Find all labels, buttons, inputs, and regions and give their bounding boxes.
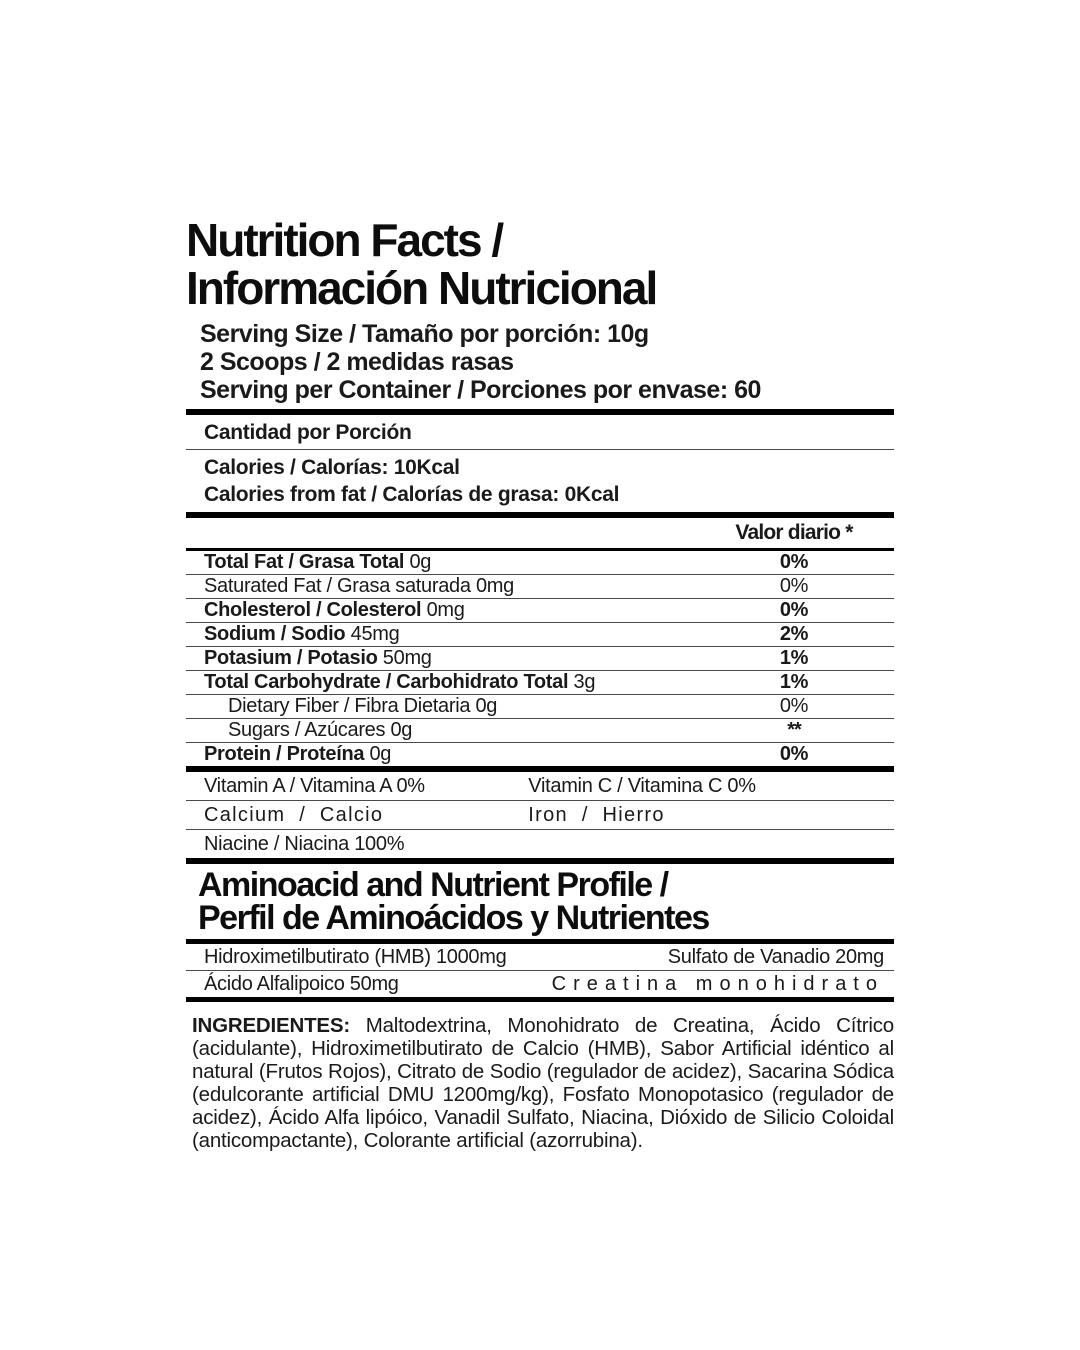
vitamin-c: Vitamin C / Vitamina C 0% — [528, 775, 756, 797]
nutrient-amount: 3g — [573, 671, 596, 693]
calories-from-fat-line: Calories from fat / Calorías de grasa: 0… — [204, 483, 620, 506]
nutrient-name: Cholesterol / Colesterol — [204, 599, 422, 621]
label-title-line2: Información Nutricional — [186, 262, 658, 314]
divider-thin — [186, 449, 894, 450]
servings-per-container: Serving per Container / Porciones por en… — [200, 376, 761, 404]
nutrient-name: Saturated Fat / Grasa saturada — [204, 575, 471, 597]
vitamins-table: Vitamin A / Vitamina A 0% Vitamin C / Vi… — [186, 772, 894, 858]
nutrient-dv: 0% — [779, 695, 809, 717]
nutrient-dv: 0% — [779, 575, 809, 597]
nutrition-label: Nutrition Facts / Información Nutriciona… — [186, 216, 894, 1152]
nutrient-dv: 2% — [779, 623, 809, 645]
profile-row-alfalipoico-creatina: Ácido Alfalipoico 50mg Creatina monohidr… — [186, 970, 894, 997]
nutrient-dv: 1% — [779, 671, 809, 693]
nutrient-dv: 0% — [779, 743, 809, 765]
daily-value-header: Valor diario * — [735, 521, 853, 544]
profile-title-line1: Aminoacid and Nutrient Profile / — [198, 866, 669, 904]
hmb-value: Hidroximetilbutirato (HMB) 1000mg — [204, 946, 507, 968]
nutrient-name: Protein / Proteína — [204, 743, 365, 765]
divider-thick — [186, 939, 894, 944]
creatina-value: Creatina monohidrato — [551, 973, 884, 995]
nutrient-name: Total Fat / Grasa Total — [204, 551, 405, 573]
serving-scoops: 2 Scoops / 2 medidas rasas — [200, 348, 514, 376]
nutrient-row-total-fat: Total Fat / Grasa Total 0g 0% — [186, 551, 894, 574]
nutrient-amount: 0g — [409, 551, 432, 573]
nutrient-row-dietary-fiber: Dietary Fiber / Fibra Dietaria 0g 0% — [186, 694, 894, 718]
calories-section: Calories / Calorías: 10Kcal Calories fro… — [186, 450, 894, 512]
nutrient-row-sodium: Sodium / Sodio 45mg 2% — [186, 622, 894, 646]
niacin: Niacine / Niacina 100% — [204, 833, 405, 855]
nutrient-row-potassium: Potasium / Potasio 50mg 1% — [186, 646, 894, 670]
ingredients-text: Maltodextrina, Monohidrato de Creatina, … — [192, 1014, 894, 1152]
iron: Iron / Hierro — [528, 804, 665, 826]
profile-title: Aminoacid and Nutrient Profile / Perfil … — [186, 864, 894, 939]
vitamin-a: Vitamin A / Vitamina A 0% — [204, 775, 425, 797]
nutrient-amount: 0g — [475, 695, 498, 717]
label-title-line1: Nutrition Facts / — [186, 214, 504, 266]
serving-info: Serving Size / Tamaño por porción: 10g 2… — [186, 320, 894, 404]
nutrient-name: Sodium / Sodio — [204, 623, 346, 645]
calories-line: Calories / Calorías: 10Kcal — [204, 456, 460, 479]
nutrient-row-saturated-fat: Saturated Fat / Grasa saturada 0mg 0% — [186, 574, 894, 598]
nutrient-dv: 1% — [779, 647, 809, 669]
vitamin-row-empty-cell — [528, 833, 894, 855]
divider-thick — [186, 409, 894, 415]
nutrient-dv: 0% — [779, 551, 809, 573]
profile-row-hmb-vanadio: Hidroximetilbutirato (HMB) 1000mg Sulfat… — [186, 944, 894, 970]
nutrient-row-cholesterol: Cholesterol / Colesterol 0mg 0% — [186, 598, 894, 622]
profile-table: Hidroximetilbutirato (HMB) 1000mg Sulfat… — [186, 944, 894, 997]
daily-value-header-row: Valor diario * — [186, 518, 894, 551]
divider-thick — [186, 858, 894, 864]
nutrient-amount: 0g — [390, 719, 413, 741]
profile-title-line2: Perfil de Aminoácidos y Nutrientes — [198, 899, 710, 937]
nutrient-amount: 0mg — [475, 575, 514, 597]
nutrient-name: Total Carbohydrate / Carbohidrato Total — [204, 671, 569, 693]
nutrient-dv: 0% — [779, 599, 809, 621]
nutrient-name: Potasium / Potasio — [204, 647, 378, 669]
nutrient-row-sugars: Sugars / Azúcares 0g ** — [186, 718, 894, 742]
nutrient-amount: 45mg — [350, 623, 400, 645]
amount-per-serving: Cantidad por Porción — [204, 421, 412, 444]
vanadio-value: Sulfato de Vanadio 20mg — [667, 946, 885, 968]
vitamin-row-calcium-iron: Calcium / Calcio Iron / Hierro — [186, 800, 894, 829]
vitamin-row-niacin: Niacine / Niacina 100% — [186, 829, 894, 858]
serving-size: Serving Size / Tamaño por porción: 10g — [200, 320, 649, 348]
nutrient-name: Sugars / Azúcares — [228, 719, 386, 741]
label-title: Nutrition Facts / Información Nutriciona… — [186, 216, 894, 312]
nutrient-amount: 0mg — [426, 599, 465, 621]
ingredients-paragraph: INGREDIENTES: Maltodextrina, Monohidrato… — [192, 1014, 894, 1152]
ingredients-label: INGREDIENTES: — [192, 1014, 350, 1037]
nutrient-name: Dietary Fiber / Fibra Dietaria — [228, 695, 471, 717]
nutrient-row-protein: Protein / Proteína 0g 0% — [186, 742, 894, 766]
nutrient-amount: 50mg — [382, 647, 432, 669]
nutrient-dv: ** — [787, 719, 802, 741]
calcium: Calcium / Calcio — [204, 804, 384, 826]
nutrient-row-total-carbohydrate: Total Carbohydrate / Carbohidrato Total … — [186, 670, 894, 694]
nutrient-table: Total Fat / Grasa Total 0g 0% Saturated … — [186, 551, 894, 766]
divider-thick — [186, 512, 894, 518]
alfalipoico-value: Ácido Alfalipoico 50mg — [204, 973, 399, 995]
divider-thick — [186, 766, 894, 772]
divider-thick — [186, 997, 894, 1002]
vitamin-row-a-c: Vitamin A / Vitamina A 0% Vitamin C / Vi… — [186, 772, 894, 800]
nutrient-amount: 0g — [369, 743, 392, 765]
